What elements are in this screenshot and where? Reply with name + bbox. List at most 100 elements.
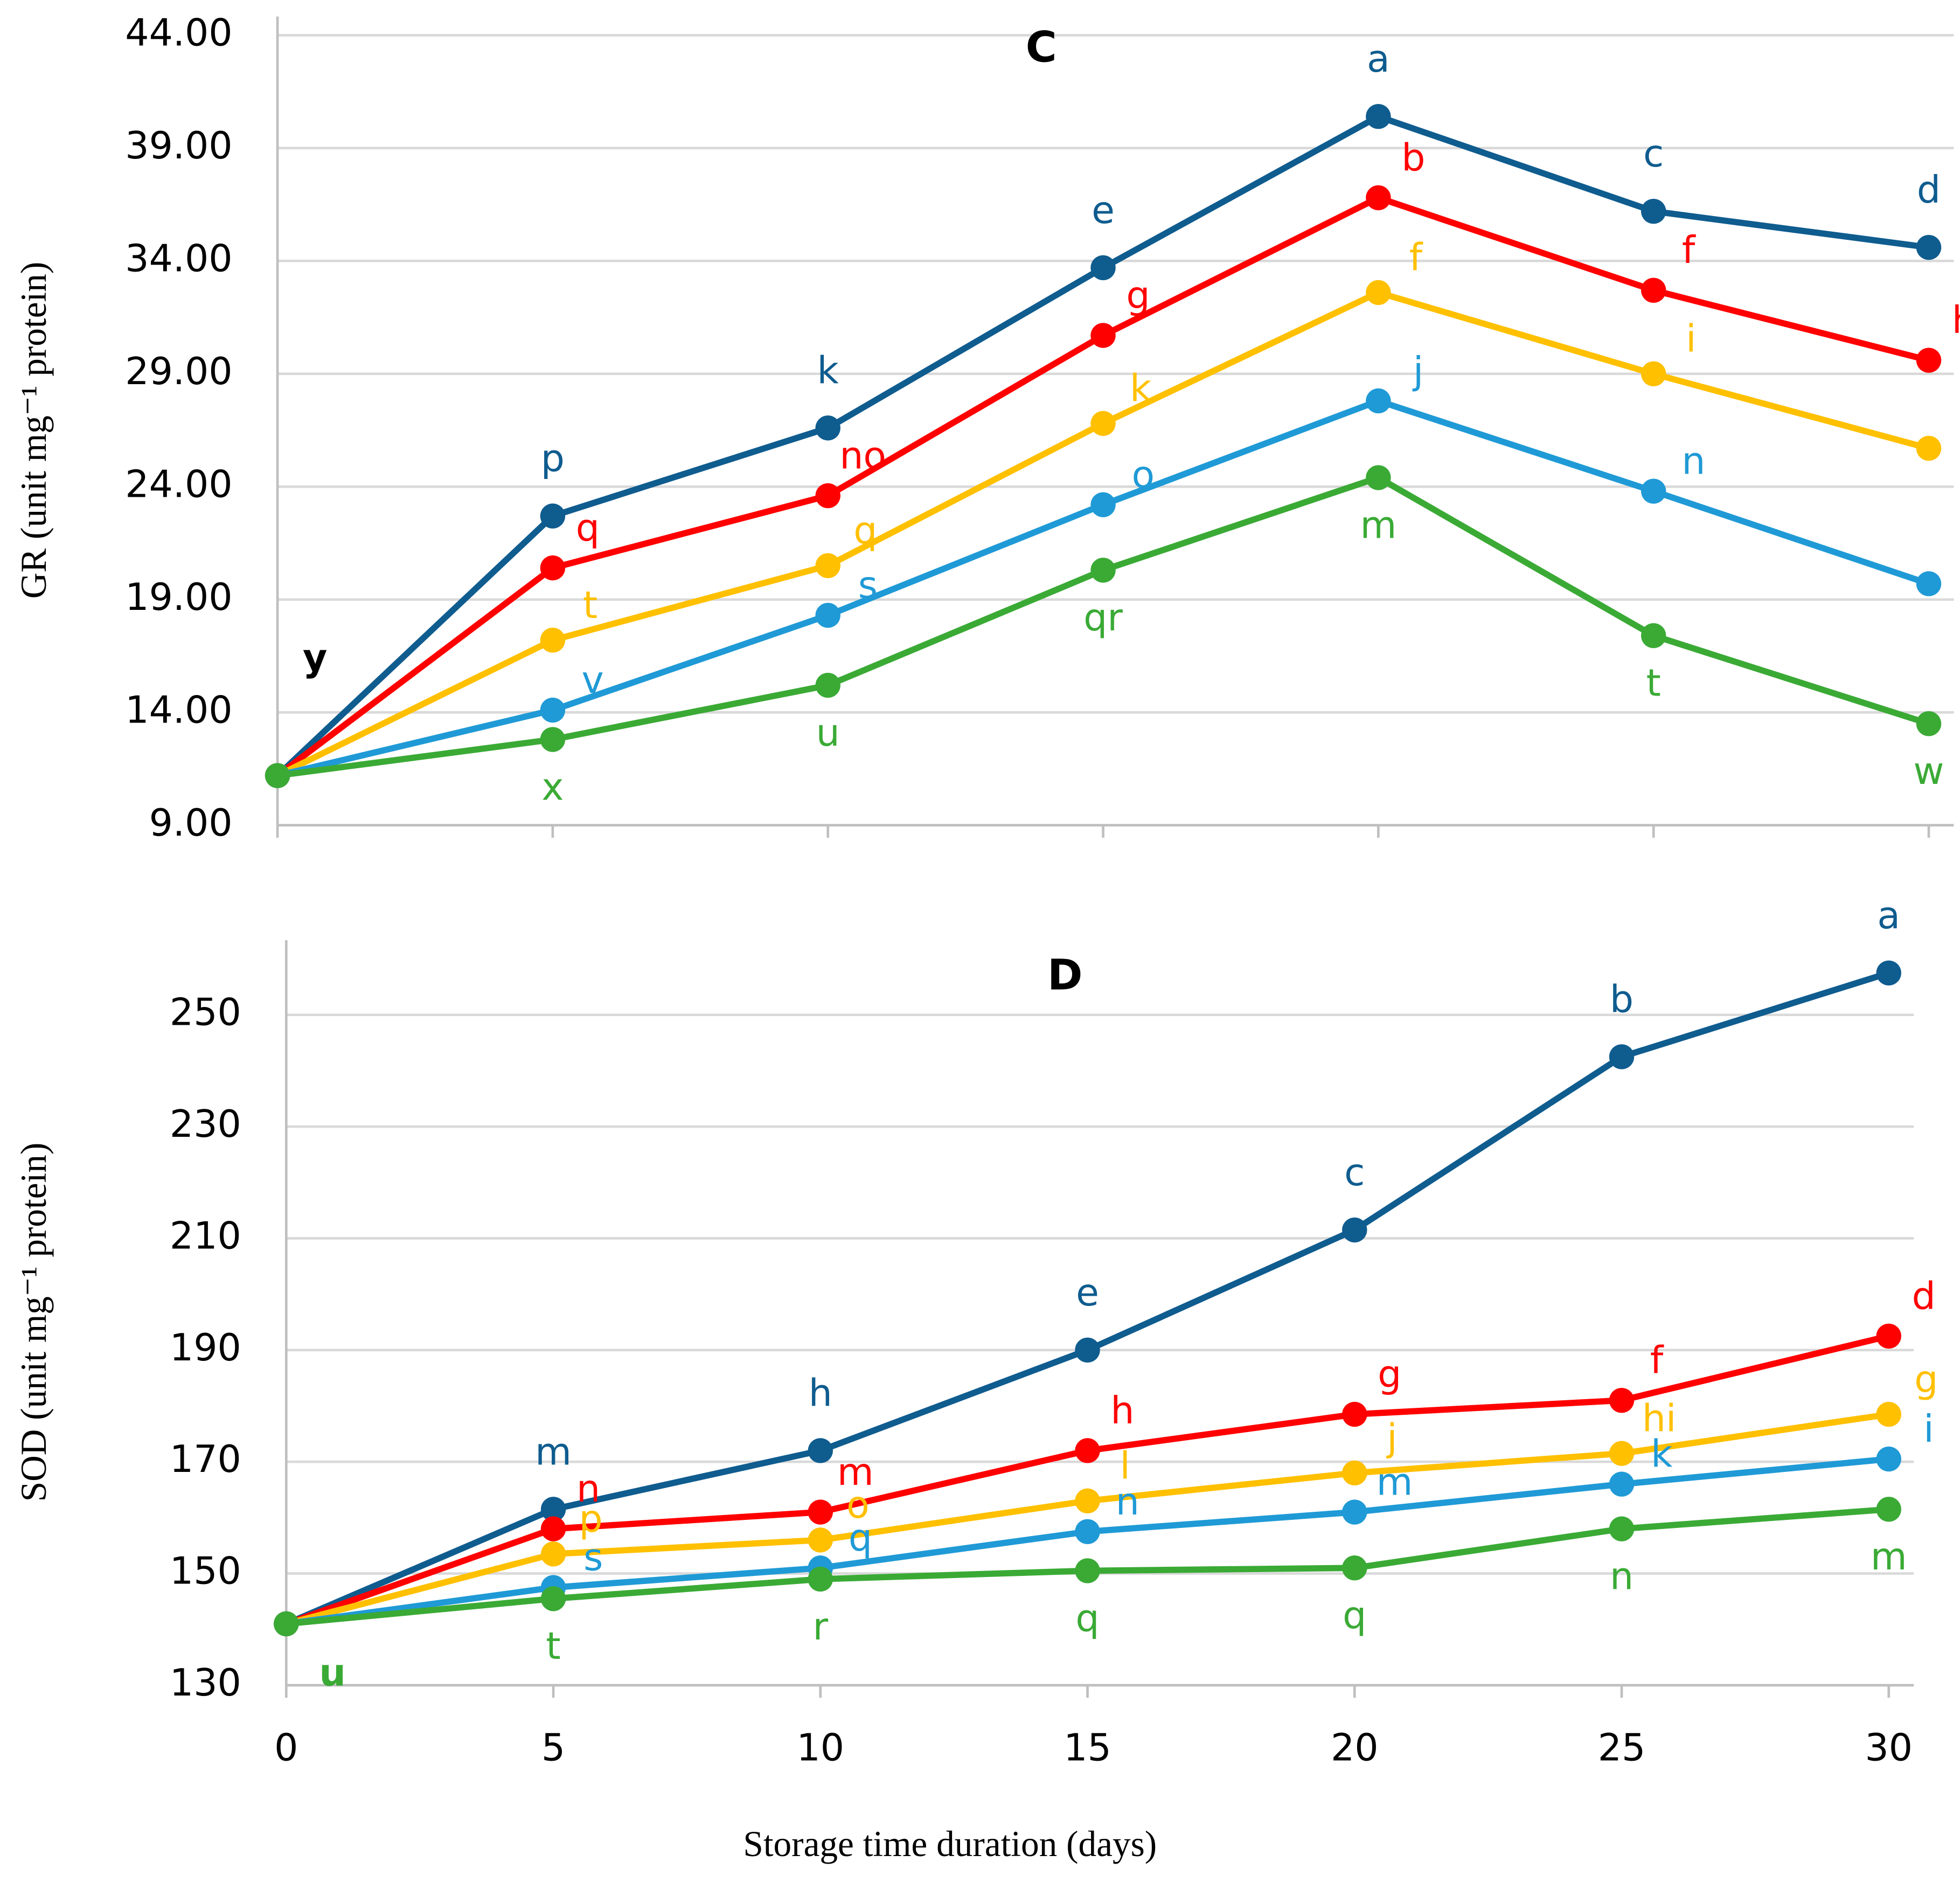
significance-letter: p [579,1497,603,1541]
data-point [808,1527,833,1553]
data-point [265,763,290,788]
significance-letter: f [1650,1339,1664,1382]
data-point [1090,323,1116,348]
y-tick-label: 130 [170,1661,241,1705]
y-tick-label: 210 [170,1214,241,1257]
significance-letter: m [1360,503,1396,547]
significance-letter: d [1912,1274,1936,1318]
y-tick-label: 150 [170,1550,241,1593]
data-point [1366,388,1391,414]
significance-letter: j [1412,349,1423,393]
y-tick-label: 9.00 [149,801,233,845]
chart-title: C [1026,23,1057,72]
y-tick-label: 44.00 [125,11,232,54]
y-tick-label: 29.00 [125,350,232,393]
data-point [1366,185,1391,211]
significance-letter: s [583,1536,603,1580]
y-tick-label: 230 [170,1102,241,1146]
significance-letter: n [1610,1554,1634,1598]
significance-letter: s [858,564,878,607]
data-point [1075,1519,1100,1545]
data-point [808,1566,833,1592]
data-point [1916,711,1942,736]
data-point [540,1516,566,1541]
data-point [1641,623,1666,649]
data-point [1609,1044,1635,1069]
data-point [540,1497,566,1522]
y-tick-label: 190 [170,1326,241,1370]
start-letter: y [303,636,327,679]
chart: 9.00 14.00 19.00 24.00 29.00 34.00 39.00 44.00 C… [13,11,1960,844]
significance-letter: f [1682,228,1696,272]
significance-letter: p [541,437,565,481]
significance-letter: g [1378,1353,1401,1396]
significance-letter: d [1917,168,1941,212]
data-point [815,553,840,579]
data-point [540,503,566,529]
significance-letter: r [812,1605,828,1649]
data-point [1366,465,1391,490]
significance-letter: a [1877,894,1900,937]
significance-letter: q [849,1516,872,1560]
chart-title: D [1047,950,1082,999]
y-tick-label: 170 [170,1437,241,1481]
y-tick-label: 24.00 [125,462,232,506]
significance-letter: m [535,1430,572,1474]
significance-letter: t [1646,662,1661,705]
y-tick-label: 250 [170,991,241,1034]
data-point [1342,1499,1367,1525]
data-point [1075,1438,1100,1463]
data-point [1609,1441,1635,1466]
significance-letter: b [1610,977,1634,1021]
data-point [540,555,566,581]
y-axis-title: SOD (unit mg⁻¹ protein) [13,1143,54,1502]
significance-letter: g [1126,274,1150,317]
significance-letter: q [853,509,877,553]
x-tick-label: 30 [1865,1726,1913,1770]
significance-letter: x [541,765,564,809]
data-point [1641,361,1666,387]
significance-letter: t [546,1624,560,1668]
data-point [1876,1323,1901,1349]
data-point [1876,1401,1901,1427]
data-point [1090,255,1116,281]
significance-letter: o [1131,453,1155,497]
significance-letter: n [1116,1480,1139,1524]
significance-letter: v [582,658,604,702]
data-point [815,415,840,441]
y-tick-label: 19.00 [125,575,232,619]
y-tick-label: 39.00 [125,124,232,168]
x-tick-label: 0 [274,1726,298,1770]
x-tick-label: 5 [541,1726,565,1770]
data-point [1090,492,1116,518]
data-point [1366,104,1391,129]
significance-letter: u [816,711,840,755]
significance-letter: h [1952,298,1960,342]
series-line [276,289,1930,779]
significance-letter: a [1367,37,1390,81]
data-point [1075,1488,1100,1514]
data-point [1075,1558,1100,1583]
significance-letter: g [1914,1358,1938,1401]
data-point [1609,1516,1635,1541]
data-point [1876,1497,1901,1522]
x-tick-label: 20 [1331,1726,1379,1770]
x-tick-label: 25 [1598,1726,1646,1770]
significance-letter: qr [1083,596,1123,640]
significance-letter: i [1686,317,1696,361]
data-point [1090,411,1116,436]
y-axis-title: GR (unit mg⁻¹ protein) [13,262,54,599]
significance-letter: b [1401,136,1425,179]
data-point [1916,435,1942,461]
significance-letter: e [1076,1271,1099,1315]
significance-letter: h [809,1371,832,1415]
data-point [1366,280,1391,305]
significance-letter: e [1092,189,1115,232]
data-point [808,1499,833,1525]
significance-letter: w [1914,749,1944,793]
data-point [1641,198,1666,224]
data-point [540,727,566,752]
significance-letter: f [1409,236,1423,280]
data-point [1342,1460,1367,1486]
